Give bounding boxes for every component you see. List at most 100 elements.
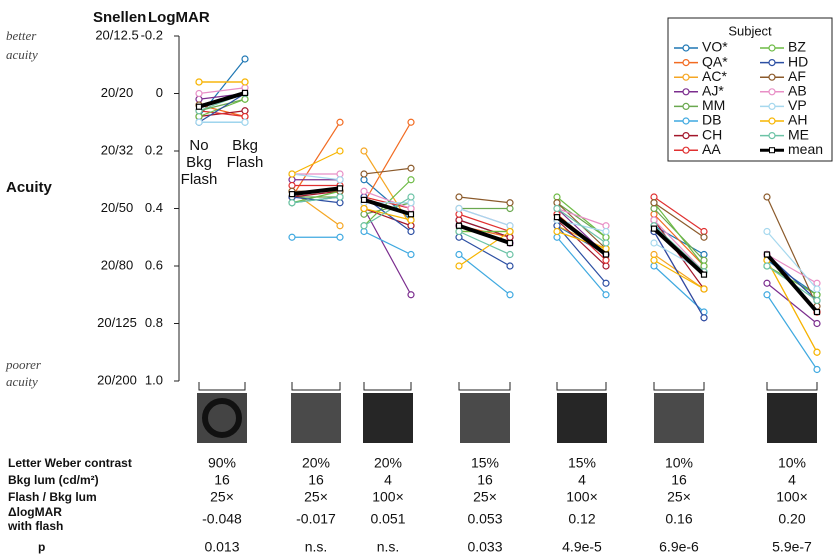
pair-bracket — [199, 382, 245, 390]
snellen-label: 20/50 — [101, 200, 134, 215]
point — [555, 215, 560, 220]
table-cell: 6.9e-6 — [659, 539, 699, 555]
table-cell: 4 — [578, 472, 586, 488]
point — [701, 263, 707, 269]
point — [603, 223, 609, 229]
point — [408, 177, 414, 183]
point — [554, 200, 560, 206]
point — [361, 177, 367, 183]
point — [408, 252, 414, 258]
table-cell: n.s. — [305, 539, 328, 555]
table-cell: 25× — [473, 489, 497, 505]
point — [361, 148, 367, 154]
axis-header: LogMAR — [148, 9, 210, 26]
table-cell: 5.9e-7 — [772, 539, 812, 555]
x-tick-label: BkgFlash — [227, 137, 264, 171]
legend-marker — [769, 45, 775, 51]
point — [651, 206, 657, 212]
legend-marker — [769, 133, 775, 139]
legend-label: AJ* — [702, 83, 724, 99]
row-label: Bkg lum (cd/m²) — [8, 473, 99, 487]
series-segment — [767, 255, 817, 284]
point — [764, 292, 770, 298]
point — [456, 211, 462, 217]
point — [242, 79, 248, 85]
point — [197, 104, 202, 109]
point — [651, 263, 657, 269]
snellen-label: 20/20 — [101, 85, 134, 100]
point — [764, 229, 770, 235]
point — [289, 171, 295, 177]
table-cell: -0.048 — [202, 511, 242, 527]
point — [289, 200, 295, 206]
row-label: Letter Weber contrast — [8, 456, 132, 470]
table-cell: 90% — [208, 455, 236, 471]
point — [408, 119, 414, 125]
table-cell: 4 — [384, 472, 392, 488]
snellen-label: 20/80 — [101, 257, 134, 272]
point — [701, 315, 707, 321]
series-segment — [654, 197, 704, 232]
table-cell: 4.9e-5 — [562, 539, 602, 555]
chart: Snellen LogMAR Acuity better acuity poor… — [0, 0, 838, 558]
point — [408, 292, 414, 298]
point — [196, 119, 202, 125]
point — [337, 223, 343, 229]
table-cell: 0.033 — [467, 539, 502, 555]
point — [507, 223, 513, 229]
point — [701, 286, 707, 292]
legend-marker — [769, 60, 775, 66]
series-segment — [654, 214, 704, 266]
stimulus — [460, 393, 510, 443]
point — [361, 206, 367, 212]
point — [242, 119, 248, 125]
point — [651, 252, 657, 258]
point — [196, 114, 202, 120]
point — [456, 206, 462, 212]
point — [554, 229, 560, 235]
point — [603, 229, 609, 235]
legend-marker — [683, 118, 689, 124]
point — [242, 56, 248, 62]
table-cell: 20% — [302, 455, 330, 471]
point — [507, 200, 513, 206]
legend-marker — [683, 103, 689, 109]
point — [764, 263, 770, 269]
stimulus — [291, 393, 341, 443]
table-cell: 15% — [471, 455, 499, 471]
point — [408, 217, 414, 223]
point — [456, 194, 462, 200]
y-tick-label: -0.2 — [141, 27, 163, 42]
point — [603, 240, 609, 246]
point — [702, 272, 707, 277]
row-label: p — [38, 540, 45, 554]
point — [361, 211, 367, 217]
legend-marker — [770, 148, 775, 153]
stimulus — [767, 393, 817, 443]
point — [361, 229, 367, 235]
point — [651, 240, 657, 246]
series-segment — [557, 220, 606, 266]
point — [701, 252, 707, 258]
point — [242, 108, 248, 114]
point — [337, 148, 343, 154]
table-cell: 10% — [665, 455, 693, 471]
point — [651, 200, 657, 206]
table-cell: 4 — [788, 472, 796, 488]
stimulus — [363, 393, 413, 443]
point — [456, 229, 462, 235]
legend-label: CH — [702, 126, 722, 142]
pair-bracket — [459, 382, 510, 390]
point — [456, 263, 462, 269]
point — [814, 321, 820, 327]
legend-label: VO* — [702, 39, 728, 55]
snellen-label: 20/125 — [97, 315, 137, 330]
point — [361, 188, 367, 194]
point — [456, 217, 462, 223]
point — [814, 292, 820, 298]
point — [196, 96, 202, 102]
series-segment — [459, 232, 510, 267]
legend-marker — [683, 60, 689, 66]
legend: SubjectVO*QA*AC*AJ*MMDBCHAABZHDAFABVPAHM… — [668, 18, 832, 161]
point — [603, 292, 609, 298]
